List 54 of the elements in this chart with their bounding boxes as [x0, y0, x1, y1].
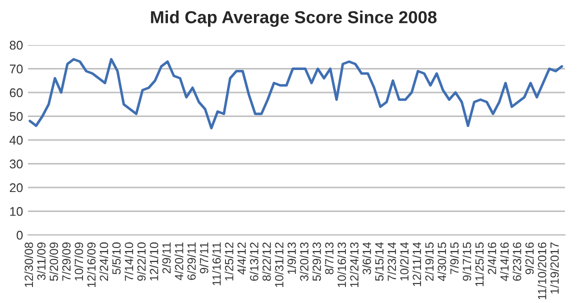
- x-tick-label: 6/23/16: [512, 242, 522, 281]
- x-tick-label: 12/24/13: [350, 242, 358, 287]
- y-tick-label: 30: [10, 160, 23, 168]
- x-tick-label: 11/25/15: [475, 242, 484, 286]
- x-tick-label: 3/6/14: [362, 242, 372, 274]
- x-tick-label: 2/4/16: [488, 242, 496, 274]
- x-tick-label: 4/30/15: [437, 242, 446, 282]
- x-tick-label: 5/20/09: [49, 242, 58, 281]
- x-tick-label: 9/17/15: [462, 242, 472, 281]
- x-tick-label: 10/31/12: [274, 242, 284, 287]
- y-tick-label: 80: [10, 40, 23, 50]
- x-tick-label: 12/11/14: [412, 242, 422, 286]
- y-tick-label: 0: [16, 230, 23, 240]
- y-tick-label: 50: [10, 112, 23, 121]
- x-tick-label: 5/5/10: [112, 242, 121, 274]
- x-tick-label: 4/14/16: [500, 242, 509, 282]
- x-tick-label: 12/1/10: [150, 242, 158, 280]
- x-tick-label: 9/2/16: [525, 242, 534, 274]
- x-tick-label: 7/14/10: [124, 242, 134, 281]
- x-tick-label: 7/23/14: [387, 242, 396, 281]
- x-tick-label: 2/9/11: [162, 242, 171, 274]
- x-tick-label: 1/9/13: [287, 242, 296, 274]
- y-tick-label: 40: [10, 136, 23, 145]
- x-tick-label: 12/16/09: [86, 242, 96, 287]
- x-tick-label: 10/16/13: [337, 242, 346, 287]
- y-tick-label: 60: [10, 88, 23, 98]
- x-tick-label: 9/7/11: [200, 242, 208, 274]
- x-tick-label: 7/29/09: [62, 242, 71, 281]
- x-tick-label: 4/4/12: [237, 242, 246, 274]
- x-tick-label: 5/15/14: [374, 242, 384, 281]
- x-tick-label: 2/19/15: [424, 242, 434, 281]
- y-tick-label: 20: [10, 183, 23, 192]
- x-tick-label: 5/29/13: [312, 242, 321, 281]
- x-tick-label: 1/19/2017: [550, 242, 559, 294]
- x-tick-label: 7/9/15: [450, 242, 459, 274]
- x-tick-label: 6/29/11: [187, 242, 196, 280]
- line-series: [28, 58, 564, 130]
- y-tick-label: 70: [10, 64, 23, 74]
- x-tick-label: 2/24/10: [99, 242, 108, 281]
- x-tick-label: 6/13/12: [250, 242, 258, 281]
- x-tick-label: 11/16/11: [212, 242, 221, 286]
- x-tick-label: 3/20/13: [300, 242, 308, 281]
- x-tick-label: 4/20/11: [174, 242, 184, 280]
- x-tick-label: 11/10/2016: [538, 242, 546, 300]
- x-tick-label: 10/7/09: [74, 242, 84, 280]
- x-tick-label: 3/11/09: [36, 242, 46, 280]
- chart-title: Mid Cap Average Score Since 2008: [151, 10, 437, 27]
- x-tick-label: 12/30/08: [24, 242, 34, 287]
- x-tick-label: 9/22/10: [137, 242, 146, 281]
- x-tick-label: 1/25/12: [224, 242, 234, 280]
- x-tick-label: 10/2/14: [400, 242, 409, 280]
- y-tick-label: 10: [10, 207, 23, 216]
- x-tick-label: 8/22/12: [262, 242, 271, 281]
- x-tick-label: 8/7/13: [324, 242, 334, 274]
